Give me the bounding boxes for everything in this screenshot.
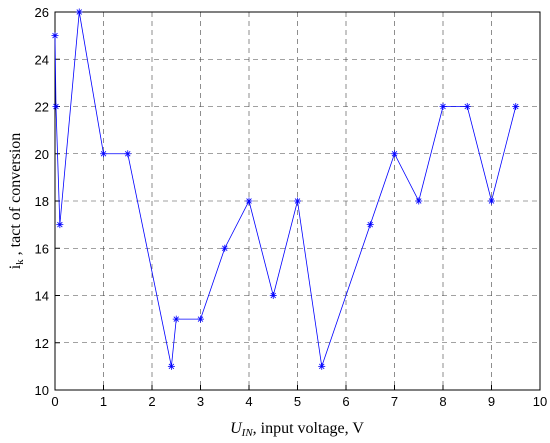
y-label-rest: , tact of conversion <box>7 133 24 260</box>
marker <box>245 197 253 205</box>
y-tick-label: 24 <box>35 52 49 67</box>
marker <box>488 197 495 205</box>
x-tick-label: 7 <box>391 394 398 409</box>
x-tick-label: 8 <box>439 394 446 409</box>
y-tick-label: 14 <box>35 289 49 304</box>
marker <box>56 221 64 229</box>
marker <box>172 315 180 323</box>
x-tick-label: 2 <box>148 394 155 409</box>
y-label-sub: k <box>14 259 26 265</box>
marker <box>463 103 471 110</box>
marker <box>294 197 301 205</box>
marker <box>51 32 59 40</box>
y-axis-label: ik , tact of conversion <box>7 133 26 270</box>
marker <box>197 315 204 323</box>
y-tick-label: 22 <box>35 100 49 115</box>
marker <box>391 150 398 158</box>
marker <box>269 292 277 299</box>
plot-frame <box>54 11 541 391</box>
x-tick-label: 4 <box>245 394 252 409</box>
x-tick-label: 10 <box>533 394 547 409</box>
marker <box>100 150 107 158</box>
marker <box>415 197 423 205</box>
x-tick-label: 1 <box>100 394 107 409</box>
y-label-main: i <box>7 264 24 269</box>
x-label-main: U <box>230 420 243 437</box>
marker <box>512 103 520 110</box>
y-tick-label: 10 <box>35 383 49 398</box>
x-tick-label: 5 <box>294 394 301 409</box>
marker <box>318 362 326 370</box>
y-tick-label: 26 <box>35 5 49 20</box>
y-tick-label: 16 <box>35 241 49 256</box>
marker <box>75 8 83 16</box>
y-tick-label: 12 <box>35 336 49 351</box>
marker <box>124 150 132 158</box>
x-axis-label: UIN, input voltage, V <box>230 420 364 439</box>
x-label-sub: IN <box>241 427 254 439</box>
x-label-rest: , input voltage, V <box>253 420 365 437</box>
y-tick-label: 18 <box>35 194 49 209</box>
y-tick-label: 20 <box>35 147 49 162</box>
marker <box>167 362 175 370</box>
x-tick-label: 6 <box>342 394 349 409</box>
marker <box>52 103 60 110</box>
line <box>54 11 517 367</box>
marker <box>439 103 447 110</box>
marker <box>221 244 229 252</box>
x-tick-label: 0 <box>51 394 58 409</box>
marker <box>366 221 374 229</box>
x-tick-label: 3 <box>197 394 204 409</box>
x-tick-label: 9 <box>488 394 495 409</box>
